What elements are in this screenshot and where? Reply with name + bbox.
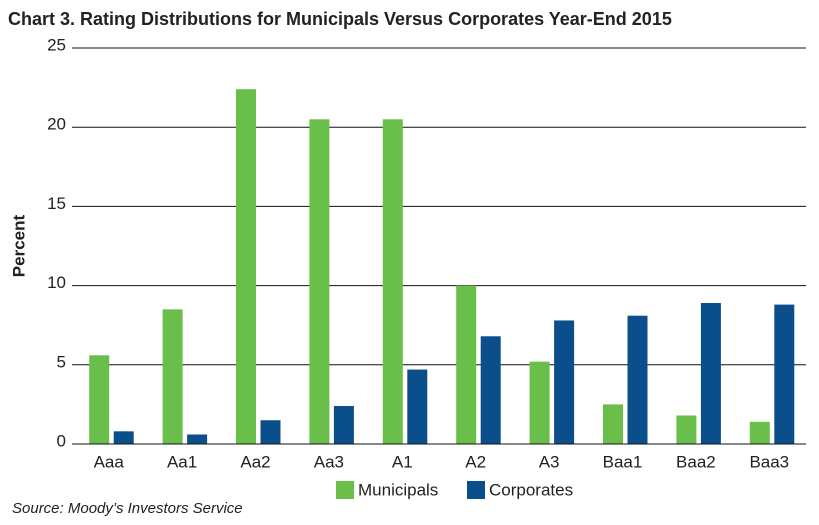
bar — [309, 119, 330, 444]
x-tick-label: Baa2 — [676, 452, 716, 471]
bar — [260, 420, 281, 444]
legend-label: Corporates — [489, 480, 573, 499]
legend-swatch — [336, 481, 354, 499]
y-tick-label: 10 — [47, 273, 66, 292]
x-tick-label: A1 — [392, 452, 413, 471]
bar — [382, 119, 403, 444]
x-tick-label: A3 — [539, 452, 560, 471]
bar — [113, 431, 134, 444]
bar — [529, 361, 550, 444]
y-tick-label: 15 — [47, 194, 66, 213]
bar — [89, 355, 110, 444]
bar — [456, 285, 477, 444]
bar — [236, 89, 256, 445]
y-tick-label: 20 — [47, 115, 66, 134]
x-tick-label: Aa2 — [240, 452, 270, 471]
y-axis-label: Percent — [9, 214, 28, 277]
bar — [480, 336, 501, 444]
x-tick-label: Baa3 — [749, 452, 789, 471]
source-note: Source: Moody’s Investors Service — [12, 500, 243, 517]
bar — [676, 415, 697, 444]
y-tick-label: 5 — [57, 352, 66, 371]
bar — [774, 304, 795, 444]
legend-swatch — [467, 481, 485, 499]
bar — [627, 315, 648, 444]
bar — [700, 303, 721, 444]
y-tick-label: 25 — [47, 35, 66, 54]
bar — [603, 404, 623, 444]
bar — [333, 405, 354, 444]
bar — [554, 320, 575, 444]
x-tick-label: A2 — [465, 452, 486, 471]
x-tick-label: Aaa — [94, 452, 125, 471]
x-tick-label: Baa1 — [603, 452, 643, 471]
chart-title: Chart 3. Rating Distributions for Munici… — [8, 9, 672, 29]
bar — [187, 434, 208, 444]
bar — [407, 369, 428, 444]
x-tick-label: Aa3 — [314, 452, 344, 471]
y-tick-label: 0 — [57, 431, 66, 450]
legend-label: Municipals — [358, 480, 438, 499]
x-tick-label: Aa1 — [167, 452, 197, 471]
bar — [749, 421, 770, 444]
bar — [162, 309, 183, 444]
